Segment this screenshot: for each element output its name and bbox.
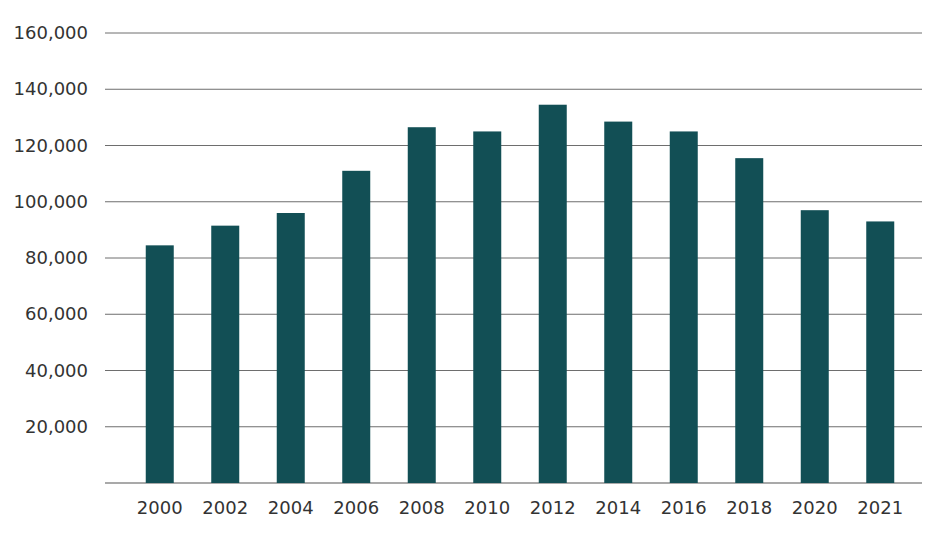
- bar: [866, 221, 894, 483]
- x-tick-label: 2018: [726, 497, 772, 518]
- x-tick-label: 2002: [202, 497, 248, 518]
- y-tick-label: 80,000: [25, 247, 88, 268]
- x-tick-label: 2014: [595, 497, 641, 518]
- grid-line: [105, 201, 922, 202]
- bar: [211, 226, 239, 483]
- bar: [735, 158, 763, 483]
- bar: [146, 245, 174, 483]
- bar: [539, 105, 567, 483]
- bar: [277, 213, 305, 483]
- bar: [604, 122, 632, 483]
- x-tick-label: 2008: [399, 497, 445, 518]
- bar: [342, 171, 370, 483]
- bar: [801, 210, 829, 483]
- bar: [670, 131, 698, 483]
- grid-line: [105, 33, 922, 34]
- bar: [473, 131, 501, 483]
- x-tick-label: 2006: [333, 497, 379, 518]
- grid-line: [105, 145, 922, 146]
- bars: [146, 105, 895, 483]
- x-tick-label: 2016: [661, 497, 707, 518]
- bar: [408, 127, 436, 483]
- y-tick-label: 100,000: [14, 191, 88, 212]
- x-tick-label: 2004: [268, 497, 314, 518]
- x-tick-label: 2020: [792, 497, 838, 518]
- x-tick-label: 2010: [464, 497, 510, 518]
- y-tick-label: 140,000: [14, 78, 88, 99]
- y-tick-label: 40,000: [25, 360, 88, 381]
- y-tick-label: 160,000: [14, 22, 88, 43]
- grid-line: [105, 89, 922, 90]
- y-tick-label: 60,000: [25, 303, 88, 324]
- x-tick-label: 2021: [857, 497, 903, 518]
- x-tick-label: 2012: [530, 497, 576, 518]
- y-tick-label: 20,000: [25, 416, 88, 437]
- x-tick-label: 2000: [137, 497, 183, 518]
- y-tick-label: 120,000: [14, 135, 88, 156]
- chart: 20,000 40,000 60,000 80,000 100,000 120,000 14…: [0, 0, 950, 544]
